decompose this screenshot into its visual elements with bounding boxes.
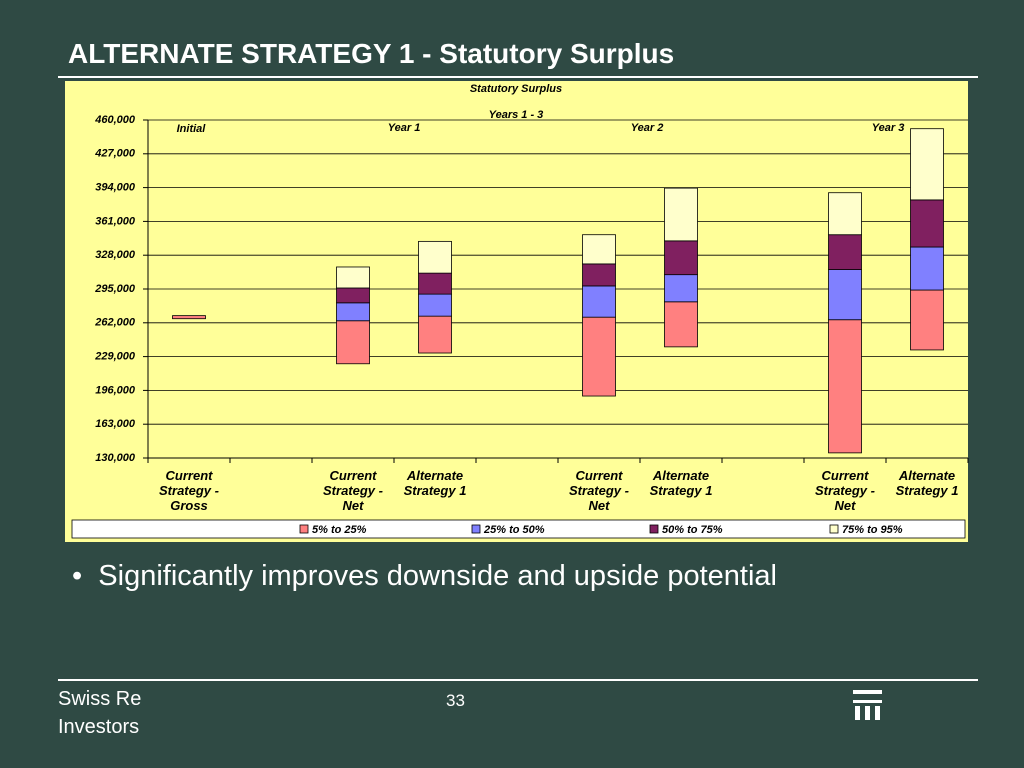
chart-subtitle: Years 1 - 3 (489, 109, 544, 121)
bar-segment (418, 240, 452, 274)
slide-title: ALTERNATE STRATEGY 1 - Statutory Surplus (68, 38, 675, 69)
y-tick-label: 229,000 (94, 351, 136, 363)
bar-segment (664, 274, 698, 303)
annotation: Year 2 (631, 122, 664, 134)
y-tick-label: 196,000 (95, 384, 136, 396)
bar-segment (582, 234, 616, 265)
bar-segment (664, 301, 698, 348)
y-tick-label: 295,000 (94, 283, 136, 295)
legend-label: 50% to 75% (662, 524, 723, 536)
legend-swatch (829, 524, 839, 534)
page-number: 33 (446, 691, 465, 710)
legend-box (71, 519, 966, 539)
bar-segment (418, 293, 452, 317)
bar-segment (828, 319, 862, 454)
legend-swatch (299, 524, 309, 534)
bar-segment (910, 128, 944, 201)
x-tick-label: Current Strategy - Net (815, 468, 875, 513)
x-tick-label: Alternate Strategy 1 (403, 468, 467, 498)
bar-segment (418, 272, 452, 295)
x-tick-label: Current Strategy - Gross (159, 468, 219, 513)
legend-swatch (649, 524, 659, 534)
annotation: Initial (177, 123, 207, 135)
legend-label: 75% to 95% (842, 524, 903, 536)
legend-label: 5% to 25% (312, 524, 367, 536)
footer-division: Investors (58, 716, 140, 738)
bar-segment (582, 285, 616, 318)
bar-segment (664, 187, 698, 242)
y-tick-label: 427,000 (94, 148, 136, 160)
bar-segment (336, 287, 370, 304)
bar-segment (336, 302, 370, 322)
legend-label: 25% to 50% (483, 524, 545, 536)
y-tick-label: 130,000 (95, 452, 136, 464)
chart-title: Statutory Surplus (470, 83, 562, 95)
bar-segment (828, 269, 862, 321)
bar-segment (910, 289, 944, 351)
bar-segment (172, 315, 206, 320)
bar-segment (828, 234, 862, 270)
logo (853, 690, 882, 720)
x-tick-label: Current Strategy - Net (323, 468, 383, 513)
bullet: • Significantly improves downside and up… (72, 560, 777, 592)
y-tick-label: 328,000 (95, 249, 136, 261)
bar-segment (582, 263, 616, 287)
bar-segment (910, 246, 944, 291)
y-tick-label: 394,000 (95, 182, 136, 194)
y-tick-label: 460,000 (94, 114, 136, 126)
y-tick-label: 163,000 (95, 418, 136, 430)
annotation: Year 1 (388, 122, 421, 134)
bar-segment (828, 192, 862, 236)
bar-segment (910, 199, 944, 248)
chart-panel (65, 81, 968, 542)
bar-segment (582, 316, 616, 397)
y-tick-label: 262,000 (94, 317, 136, 329)
x-tick-label: Alternate Strategy 1 (649, 468, 713, 498)
x-tick-label: Alternate Strategy 1 (895, 468, 959, 498)
bar-segment (336, 266, 370, 289)
bar-segment (336, 320, 370, 365)
bar-segment (418, 315, 452, 354)
y-tick-label: 361,000 (95, 215, 136, 227)
bullet-text: Significantly improves downside and upsi… (98, 560, 777, 592)
annotation: Year 3 (872, 122, 905, 134)
legend-swatch (471, 524, 481, 534)
bar-segment (664, 240, 698, 276)
footer-company: Swiss Re (58, 688, 142, 710)
x-tick-label: Current Strategy - Net (569, 468, 629, 513)
